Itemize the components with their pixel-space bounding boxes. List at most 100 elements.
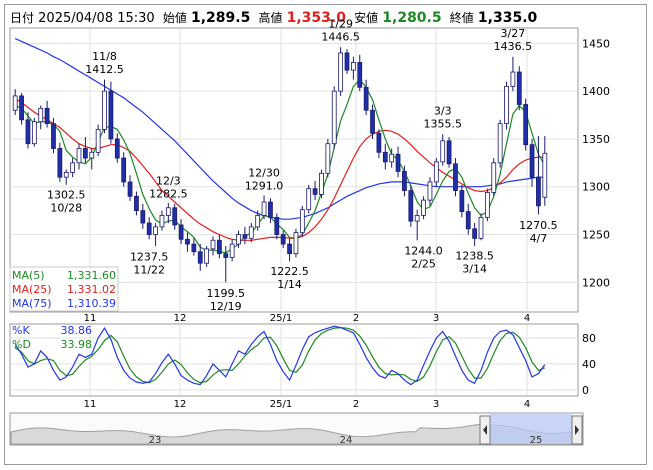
candle-body bbox=[306, 188, 312, 211]
candle-body bbox=[31, 121, 37, 145]
candle-body bbox=[261, 201, 267, 216]
candle bbox=[453, 158, 458, 197]
candle bbox=[440, 134, 446, 166]
candle bbox=[287, 238, 292, 262]
candle bbox=[274, 213, 280, 240]
annotation-date: 1/29 bbox=[328, 18, 353, 31]
candle bbox=[510, 56, 516, 92]
candle bbox=[134, 191, 139, 216]
candle-body bbox=[83, 148, 88, 159]
candle bbox=[31, 117, 37, 147]
candle-body bbox=[446, 140, 452, 165]
candle-body bbox=[121, 157, 127, 183]
month-tick-label: 4 bbox=[524, 313, 530, 324]
candle bbox=[312, 180, 318, 201]
candle bbox=[319, 169, 324, 199]
close-label: 終値 bbox=[449, 11, 474, 25]
stochastic-tick-label: 40 bbox=[582, 358, 596, 371]
ma5-legend-name: MA(5) bbox=[12, 269, 45, 282]
candle-body bbox=[485, 192, 490, 218]
candle-body bbox=[191, 243, 197, 253]
annotation-date: 12/19 bbox=[210, 300, 242, 313]
candle-body bbox=[370, 109, 375, 134]
price-tick-label: 1300 bbox=[582, 181, 610, 194]
candle bbox=[185, 232, 190, 252]
candle-body bbox=[114, 138, 120, 159]
candle bbox=[102, 79, 107, 134]
annotation-value: 1270.5 bbox=[519, 219, 558, 232]
navigator-right-handle[interactable] bbox=[571, 415, 583, 445]
annotation-value: 1291.0 bbox=[245, 179, 284, 192]
candle-body bbox=[57, 148, 63, 178]
candle bbox=[70, 158, 75, 178]
candle-body bbox=[389, 153, 395, 163]
candle-body bbox=[153, 226, 158, 235]
candle bbox=[491, 158, 497, 197]
candle bbox=[89, 148, 95, 170]
month-tick-label: 3 bbox=[433, 313, 439, 324]
month-tick-label: 12 bbox=[174, 313, 187, 324]
candle bbox=[83, 137, 88, 163]
candle bbox=[427, 177, 433, 206]
candle bbox=[127, 175, 133, 202]
candle bbox=[408, 184, 414, 227]
candle-body bbox=[312, 188, 318, 195]
annotation-value: 1199.5 bbox=[207, 287, 246, 300]
annotation-value: 1302.5 bbox=[47, 188, 86, 201]
candle bbox=[325, 138, 331, 178]
candle bbox=[523, 98, 529, 151]
ma5-legend-value: 1,331.60 bbox=[67, 269, 116, 282]
candle bbox=[504, 81, 509, 130]
annotation-date: 11/8 bbox=[92, 50, 117, 63]
candle bbox=[159, 210, 165, 231]
candle bbox=[497, 119, 503, 168]
candle-body bbox=[536, 176, 541, 207]
open-value: 1,289.5 bbox=[190, 10, 251, 26]
quote-header: 日付 2025/04/08 15:30 始値 1,289.5 高値 1,353.… bbox=[10, 9, 541, 27]
price-tick-label: 1200 bbox=[582, 276, 610, 289]
candle bbox=[414, 209, 420, 241]
stochastic-lines bbox=[14, 325, 546, 386]
candle bbox=[261, 195, 267, 220]
annotation-value: 1222.5 bbox=[270, 265, 309, 278]
range-navigator[interactable]: 23 24 25 bbox=[9, 412, 584, 446]
candle-body bbox=[76, 148, 82, 164]
month-tick-label: 11 bbox=[84, 399, 97, 410]
annotation-value: 1355.5 bbox=[423, 118, 462, 131]
candle bbox=[204, 245, 209, 268]
price-tick-label: 1250 bbox=[582, 229, 610, 242]
candle bbox=[242, 226, 248, 245]
candle-body bbox=[165, 207, 171, 216]
navigator-selection[interactable] bbox=[490, 414, 572, 444]
candle-body bbox=[421, 199, 426, 216]
candle-body bbox=[280, 234, 286, 245]
candle-body bbox=[529, 144, 535, 178]
candle bbox=[280, 230, 286, 248]
candle bbox=[465, 203, 471, 235]
candle-body bbox=[325, 143, 331, 174]
candle bbox=[299, 205, 305, 237]
candle-body bbox=[299, 209, 305, 234]
ma-legend: MA(5) 1,331.60 MA(25) 1,331.02 MA(75) 1,… bbox=[9, 266, 119, 312]
candle bbox=[25, 112, 31, 149]
navigator-left-handle[interactable] bbox=[479, 415, 491, 445]
candle-body bbox=[229, 243, 235, 258]
candle bbox=[344, 49, 350, 74]
candle-body bbox=[453, 163, 458, 191]
candle-body bbox=[63, 171, 69, 178]
candle-body bbox=[172, 207, 178, 226]
candle-body bbox=[146, 222, 152, 235]
candle bbox=[516, 66, 522, 111]
candle bbox=[536, 136, 541, 215]
candle bbox=[421, 196, 426, 220]
candle-body bbox=[159, 215, 165, 228]
candle-body bbox=[102, 90, 107, 130]
candle bbox=[236, 230, 241, 248]
annotation-date: 12/30 bbox=[248, 166, 280, 179]
candle-body bbox=[351, 62, 356, 71]
candle-body bbox=[44, 107, 50, 125]
candle bbox=[363, 79, 369, 116]
candle-body bbox=[127, 181, 133, 197]
candle-body bbox=[523, 104, 529, 146]
stoch-k-legend-value: 38.86 bbox=[61, 324, 93, 337]
